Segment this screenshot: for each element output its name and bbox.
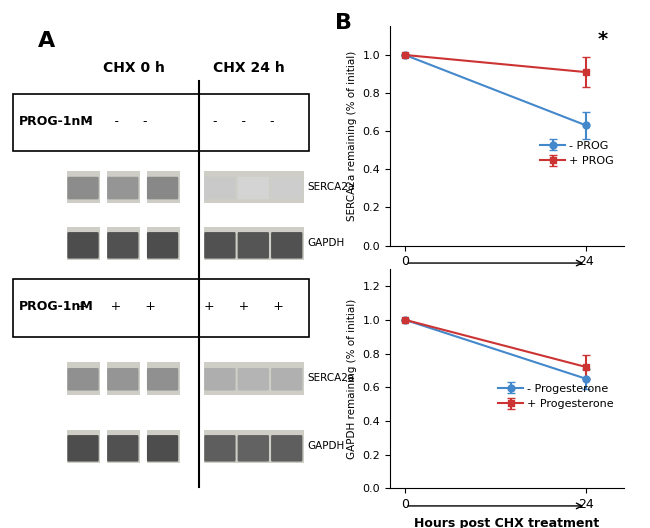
- Text: PROG-1nM: PROG-1nM: [20, 115, 94, 128]
- FancyBboxPatch shape: [68, 177, 99, 200]
- FancyBboxPatch shape: [204, 177, 235, 200]
- Text: -      -      -: - - -: [213, 115, 274, 128]
- Text: +      +      +: + + +: [77, 300, 156, 313]
- FancyBboxPatch shape: [204, 435, 235, 461]
- Text: SERCA2a: SERCA2a: [307, 373, 354, 383]
- FancyBboxPatch shape: [68, 368, 99, 391]
- Text: PROG-1nM: PROG-1nM: [20, 300, 94, 313]
- FancyBboxPatch shape: [67, 430, 100, 463]
- FancyBboxPatch shape: [67, 171, 100, 203]
- FancyBboxPatch shape: [68, 232, 99, 259]
- FancyBboxPatch shape: [270, 430, 304, 463]
- FancyBboxPatch shape: [107, 368, 138, 391]
- Legend: - PROG, + PROG: - PROG, + PROG: [536, 136, 618, 171]
- Text: -      -      -: - - -: [86, 115, 147, 128]
- Y-axis label: SERCA2a remaining (% of initial): SERCA2a remaining (% of initial): [347, 51, 357, 221]
- FancyBboxPatch shape: [147, 368, 178, 391]
- FancyBboxPatch shape: [107, 171, 140, 203]
- FancyBboxPatch shape: [13, 93, 309, 152]
- FancyBboxPatch shape: [107, 177, 138, 200]
- Y-axis label: GAPDH remaining (% of initial): GAPDH remaining (% of initial): [347, 299, 357, 459]
- FancyBboxPatch shape: [271, 177, 302, 200]
- FancyBboxPatch shape: [204, 171, 237, 203]
- FancyBboxPatch shape: [204, 362, 237, 394]
- FancyBboxPatch shape: [204, 227, 237, 260]
- FancyBboxPatch shape: [237, 227, 270, 260]
- FancyBboxPatch shape: [107, 227, 140, 260]
- FancyBboxPatch shape: [107, 430, 140, 463]
- FancyBboxPatch shape: [237, 171, 270, 203]
- Text: CHX 24 h: CHX 24 h: [213, 61, 284, 75]
- FancyBboxPatch shape: [146, 171, 180, 203]
- Text: *: *: [597, 30, 608, 49]
- FancyBboxPatch shape: [67, 227, 100, 260]
- Text: SERCA2a: SERCA2a: [307, 182, 354, 192]
- X-axis label: Hours post CHX treatment: Hours post CHX treatment: [415, 274, 599, 287]
- FancyBboxPatch shape: [238, 368, 269, 391]
- FancyBboxPatch shape: [237, 362, 270, 394]
- FancyBboxPatch shape: [147, 232, 178, 259]
- FancyBboxPatch shape: [13, 279, 309, 337]
- Text: B: B: [335, 13, 352, 33]
- FancyBboxPatch shape: [107, 435, 138, 461]
- FancyBboxPatch shape: [238, 177, 269, 200]
- FancyBboxPatch shape: [146, 430, 180, 463]
- FancyBboxPatch shape: [67, 362, 100, 394]
- Text: A: A: [38, 31, 56, 51]
- FancyBboxPatch shape: [204, 368, 235, 391]
- Text: +      +      +: + + +: [203, 300, 283, 313]
- Text: GAPDH: GAPDH: [307, 238, 344, 248]
- FancyBboxPatch shape: [270, 171, 304, 203]
- FancyBboxPatch shape: [271, 435, 302, 461]
- FancyBboxPatch shape: [107, 232, 138, 259]
- Legend: - Progesterone, + Progesterone: - Progesterone, + Progesterone: [494, 379, 618, 413]
- Text: CHX 0 h: CHX 0 h: [103, 61, 164, 75]
- Text: GAPDH: GAPDH: [307, 441, 344, 451]
- FancyBboxPatch shape: [147, 177, 178, 200]
- FancyBboxPatch shape: [270, 227, 304, 260]
- FancyBboxPatch shape: [68, 435, 99, 461]
- FancyBboxPatch shape: [238, 232, 269, 259]
- FancyBboxPatch shape: [238, 435, 269, 461]
- FancyBboxPatch shape: [271, 368, 302, 391]
- FancyBboxPatch shape: [146, 227, 180, 260]
- FancyBboxPatch shape: [237, 430, 270, 463]
- FancyBboxPatch shape: [146, 362, 180, 394]
- FancyBboxPatch shape: [107, 362, 140, 394]
- FancyBboxPatch shape: [270, 362, 304, 394]
- FancyBboxPatch shape: [147, 435, 178, 461]
- X-axis label: Hours post CHX treatment: Hours post CHX treatment: [415, 517, 599, 528]
- FancyBboxPatch shape: [204, 430, 237, 463]
- FancyBboxPatch shape: [271, 232, 302, 259]
- FancyBboxPatch shape: [204, 232, 235, 259]
